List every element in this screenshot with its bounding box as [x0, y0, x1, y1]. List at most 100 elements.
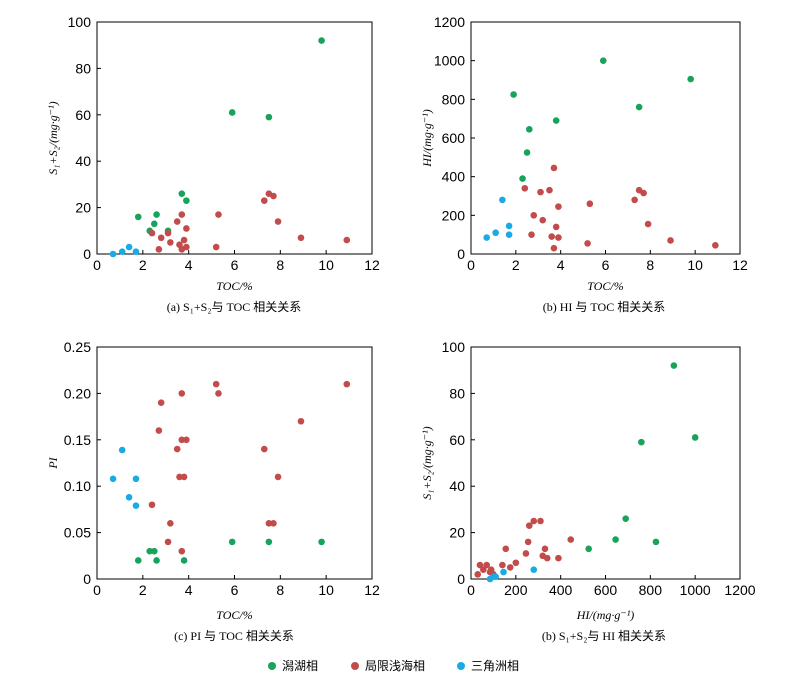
data-point-lacustrine	[670, 362, 678, 369]
data-point-restricted	[173, 445, 181, 453]
data-point-restricted	[555, 554, 562, 562]
data-point-lacustrine	[525, 126, 533, 133]
data-point-restricted	[343, 236, 351, 244]
y-tick-label: 20	[449, 525, 465, 541]
legend-marker-lacustrine	[268, 662, 276, 670]
y-tick-label: 100	[442, 339, 466, 355]
y-tick-label: 1000	[434, 53, 465, 69]
data-point-restricted	[525, 522, 533, 529]
data-point-restricted	[343, 380, 351, 388]
legend-label-lacustrine: 潟湖相	[282, 658, 318, 673]
data-point-lacustrine	[622, 515, 629, 522]
data-point-lacustrine	[318, 37, 325, 44]
data-point-lacustrine	[153, 557, 160, 564]
data-point-restricted	[522, 550, 530, 557]
x-tick-label: 10	[318, 582, 334, 598]
y-tick-label: 800	[442, 91, 466, 107]
y-tick-label: 100	[68, 14, 92, 30]
legend-marker-delta	[457, 662, 465, 670]
y-tick-label: 0.25	[64, 339, 91, 355]
data-point-restricted	[180, 473, 188, 481]
data-point-restricted	[567, 536, 575, 543]
chart-caption: (b) S₁+S₂与 HI 相关关系	[542, 629, 666, 643]
legend-label-restricted: 局限浅海相	[365, 658, 425, 673]
data-point-restricted	[640, 189, 647, 197]
y-tick-label: 60	[449, 432, 465, 448]
data-point-delta	[109, 250, 117, 258]
data-point-restricted	[512, 559, 520, 567]
data-point-lacustrine	[691, 434, 699, 441]
data-point-lacustrine	[178, 190, 186, 197]
data-point-restricted	[480, 566, 487, 574]
plot-frame	[470, 346, 741, 580]
x-axis-label: TOC/%	[216, 608, 252, 622]
x-tick-label: 12	[364, 257, 380, 273]
y-tick-label: 80	[449, 385, 465, 401]
data-point-restricted	[265, 520, 273, 527]
plot-frame	[470, 21, 741, 255]
x-tick-label: 800	[639, 582, 663, 598]
x-tick-label: 600	[594, 582, 618, 598]
y-tick-label: 0	[83, 571, 91, 587]
data-point-restricted	[164, 229, 172, 237]
legend-marker-restricted	[351, 662, 359, 670]
data-point-lacustrine	[228, 538, 236, 546]
x-tick-label: 6	[231, 582, 239, 598]
data-point-restricted	[212, 380, 220, 388]
y-tick-label: 1200	[434, 14, 465, 30]
x-axis-label: TOC/%	[216, 279, 252, 293]
legend: 潟湖相 局限浅海相 三角洲相	[268, 658, 519, 673]
x-tick-label: 2	[139, 257, 147, 273]
data-point-restricted	[644, 220, 652, 228]
data-point-restricted	[550, 244, 558, 252]
data-point-restricted	[215, 211, 222, 218]
data-point-restricted	[178, 547, 186, 555]
x-tick-label: 8	[276, 582, 284, 598]
x-axis-label: HI/(mg·g⁻¹)	[576, 608, 635, 622]
x-tick-label: 0	[467, 582, 475, 598]
data-point-restricted	[543, 554, 551, 562]
data-point-restricted	[530, 517, 538, 525]
x-tick-label: 8	[276, 257, 284, 273]
data-point-restricted	[173, 218, 181, 225]
data-point-lacustrine	[180, 557, 188, 564]
data-point-lacustrine	[134, 213, 142, 221]
data-point-lacustrine	[150, 220, 158, 228]
y-tick-label: 400	[442, 169, 466, 185]
data-point-restricted	[157, 234, 165, 242]
data-point-lacustrine	[150, 547, 158, 555]
x-tick-label: 1000	[680, 582, 711, 598]
y-tick-label: 80	[75, 60, 91, 76]
data-point-restricted	[260, 445, 268, 453]
data-point-restricted	[183, 225, 190, 232]
data-point-restricted	[667, 237, 674, 244]
y-axis-label: PI	[46, 456, 60, 469]
data-point-delta	[530, 566, 538, 574]
data-point-restricted	[176, 473, 183, 481]
data-point-restricted	[521, 184, 529, 192]
y-axis-label: S₁+S₂/(mg·g⁻¹)	[46, 101, 60, 174]
y-tick-label: 20	[75, 200, 91, 216]
x-axis-label: TOC/%	[587, 279, 623, 293]
x-tick-label: 0	[93, 257, 101, 273]
x-tick-label: 12	[732, 257, 748, 273]
x-tick-label: 2	[139, 582, 147, 598]
data-point-restricted	[183, 436, 190, 444]
x-tick-label: 2	[512, 257, 520, 273]
data-point-delta	[109, 475, 117, 483]
data-point-lacustrine	[523, 149, 531, 156]
data-point-delta	[492, 573, 499, 580]
data-point-restricted	[555, 203, 562, 210]
data-point-restricted	[537, 188, 544, 196]
data-point-lacustrine	[146, 547, 154, 555]
data-point-restricted	[297, 234, 305, 242]
chart-caption: (b) HI 与 TOC 相关关系	[543, 300, 665, 314]
x-tick-label: 6	[602, 257, 610, 273]
data-point-delta	[118, 248, 126, 255]
y-axis-label: HI/(mg·g⁻¹)	[420, 109, 434, 168]
data-point-restricted	[499, 561, 506, 569]
data-point-lacustrine	[134, 557, 142, 564]
data-point-restricted	[260, 197, 268, 204]
data-point-delta	[132, 248, 140, 255]
data-point-lacustrine	[510, 91, 517, 98]
